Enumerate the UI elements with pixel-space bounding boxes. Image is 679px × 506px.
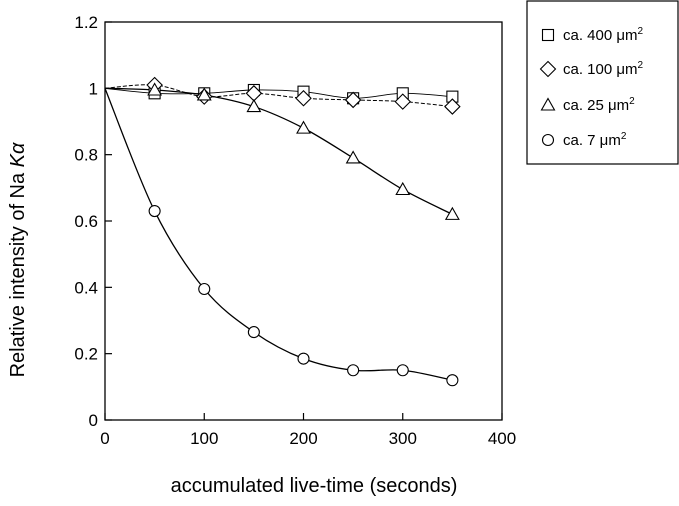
legend-box bbox=[526, 0, 679, 165]
legend-label: ca. 400 μm2 bbox=[563, 26, 644, 44]
legend-marker-circle bbox=[541, 133, 555, 147]
data-point-circle bbox=[198, 282, 211, 296]
data-point-triangle bbox=[395, 181, 411, 196]
y-tick-label: 0.6 bbox=[74, 212, 98, 231]
y-axis-title-text: Relative intensity of Na bbox=[7, 167, 29, 377]
axis-ticks: 0 100 200 300 400 0 0.2 0.4 0.6 0.8 1 1.2 bbox=[74, 13, 516, 448]
data-point-diamond bbox=[394, 93, 412, 110]
data-point-triangle bbox=[345, 150, 361, 164]
data-point-triangle bbox=[296, 120, 311, 134]
x-tick-label: 400 bbox=[488, 429, 516, 448]
y-tick-label: 1.2 bbox=[74, 13, 98, 32]
data-point-diamond bbox=[444, 98, 461, 115]
data-point-diamond bbox=[295, 90, 312, 107]
y-tick-label: 0.2 bbox=[74, 345, 98, 364]
data-point-triangle bbox=[444, 206, 460, 220]
data-point-triangle bbox=[246, 98, 262, 113]
x-tick-label: 200 bbox=[289, 429, 317, 448]
data-point-circle bbox=[297, 352, 310, 365]
y-tick-label: 0.4 bbox=[74, 278, 98, 297]
x-tick-label: 100 bbox=[190, 429, 218, 448]
y-tick-label: 1 bbox=[89, 79, 98, 98]
y-axis-title: Relative intensity of Na Kα bbox=[7, 142, 29, 377]
data-point-circle bbox=[446, 374, 459, 387]
x-tick-label: 0 bbox=[100, 429, 109, 448]
series-line-circle bbox=[104, 88, 453, 381]
legend-label: ca. 100 μm2 bbox=[563, 60, 644, 78]
legend-marker-diamond bbox=[539, 60, 557, 78]
legend-label: ca. 25 μm2 bbox=[563, 96, 635, 114]
x-tick-label: 300 bbox=[389, 429, 417, 448]
y-tick-label: 0.8 bbox=[74, 146, 98, 165]
data-point-triangle bbox=[147, 82, 163, 96]
data-point-circle bbox=[247, 326, 260, 339]
series-lines bbox=[104, 84, 453, 381]
legend: ca. 400 μm2 ca. 100 μm2 ca. 25 μm2 ca. 7 μm… bbox=[526, 0, 679, 165]
x-axis-title: accumulated live-time (seconds) bbox=[171, 475, 458, 497]
legend-marker-triangle bbox=[540, 97, 556, 111]
data-point-circle bbox=[347, 364, 360, 377]
legend-label: ca. 7 μm2 bbox=[563, 131, 627, 149]
data-point-circle bbox=[396, 364, 409, 377]
y-axis-title-italic: Kα bbox=[7, 142, 29, 167]
y-tick-label: 0 bbox=[89, 411, 98, 430]
data-point-triangle bbox=[196, 87, 212, 101]
data-point-diamond bbox=[344, 91, 362, 109]
legend-marker-square bbox=[541, 28, 555, 42]
series-markers bbox=[146, 76, 461, 387]
data-point-circle bbox=[148, 205, 161, 218]
